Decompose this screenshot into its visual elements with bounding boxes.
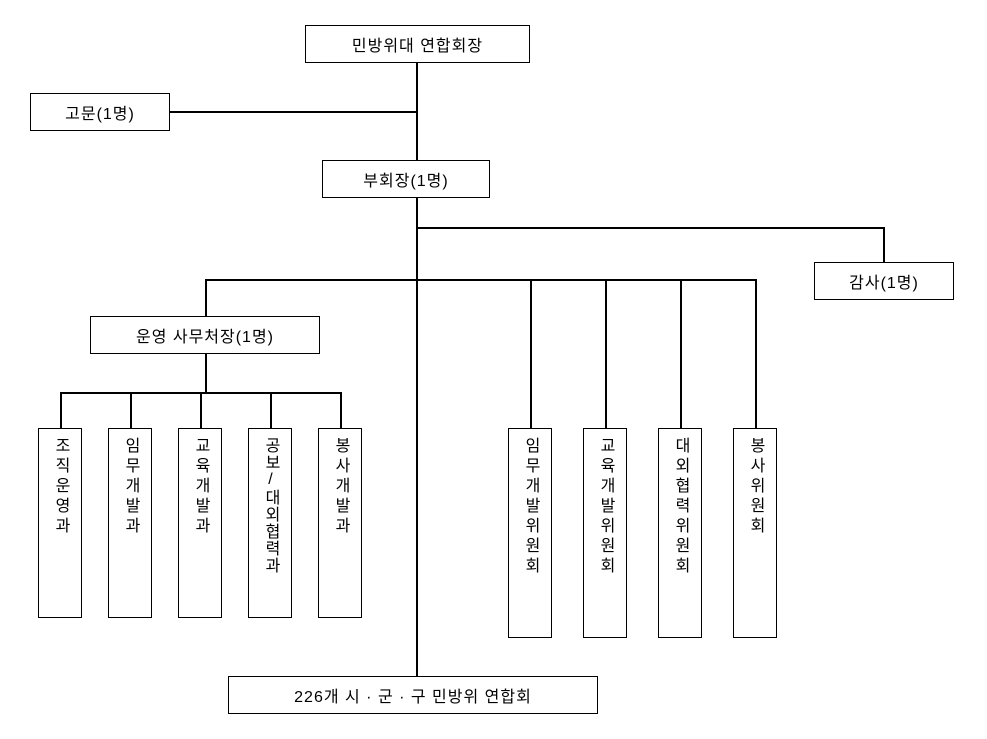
connector-line [170, 111, 418, 113]
node-committee-1: 임무개발위원회 [508, 428, 552, 638]
node-secretary: 운영 사무처장(1명) [90, 316, 320, 354]
node-committee-4: 봉사위원회 [733, 428, 777, 638]
node-dept-3: 교육개발과 [178, 428, 222, 618]
node-dept-5: 봉사개발과 [318, 428, 362, 618]
node-bottom: 226개 시 · 군 · 구 민방위 연합회 [228, 676, 598, 714]
connector-line [605, 279, 607, 428]
connector-line [530, 279, 532, 428]
connector-line [205, 279, 757, 281]
connector-line [205, 279, 207, 316]
connector-line [60, 392, 62, 428]
connector-line [205, 354, 207, 392]
connector-line [200, 392, 202, 428]
node-root: 민방위대 연합회장 [305, 25, 530, 63]
node-committee-2: 교육개발위원회 [583, 428, 627, 638]
node-committee-3: 대외협력위원회 [658, 428, 702, 638]
connector-line [130, 392, 132, 428]
connector-line [416, 198, 418, 676]
node-dept-2: 임무개발과 [108, 428, 152, 618]
node-vice: 부회장(1명) [322, 160, 490, 198]
connector-line [270, 392, 272, 428]
node-advisor: 고문(1명) [30, 93, 170, 131]
connector-line [883, 227, 885, 262]
node-dept-1: 조직운영과 [38, 428, 82, 618]
connector-line [416, 227, 885, 229]
connector-line [340, 392, 342, 428]
node-auditor: 감사(1명) [814, 262, 954, 300]
connector-line [680, 279, 682, 428]
node-dept-4: 공보/대외협력과 [248, 428, 292, 618]
connector-line [755, 279, 757, 428]
